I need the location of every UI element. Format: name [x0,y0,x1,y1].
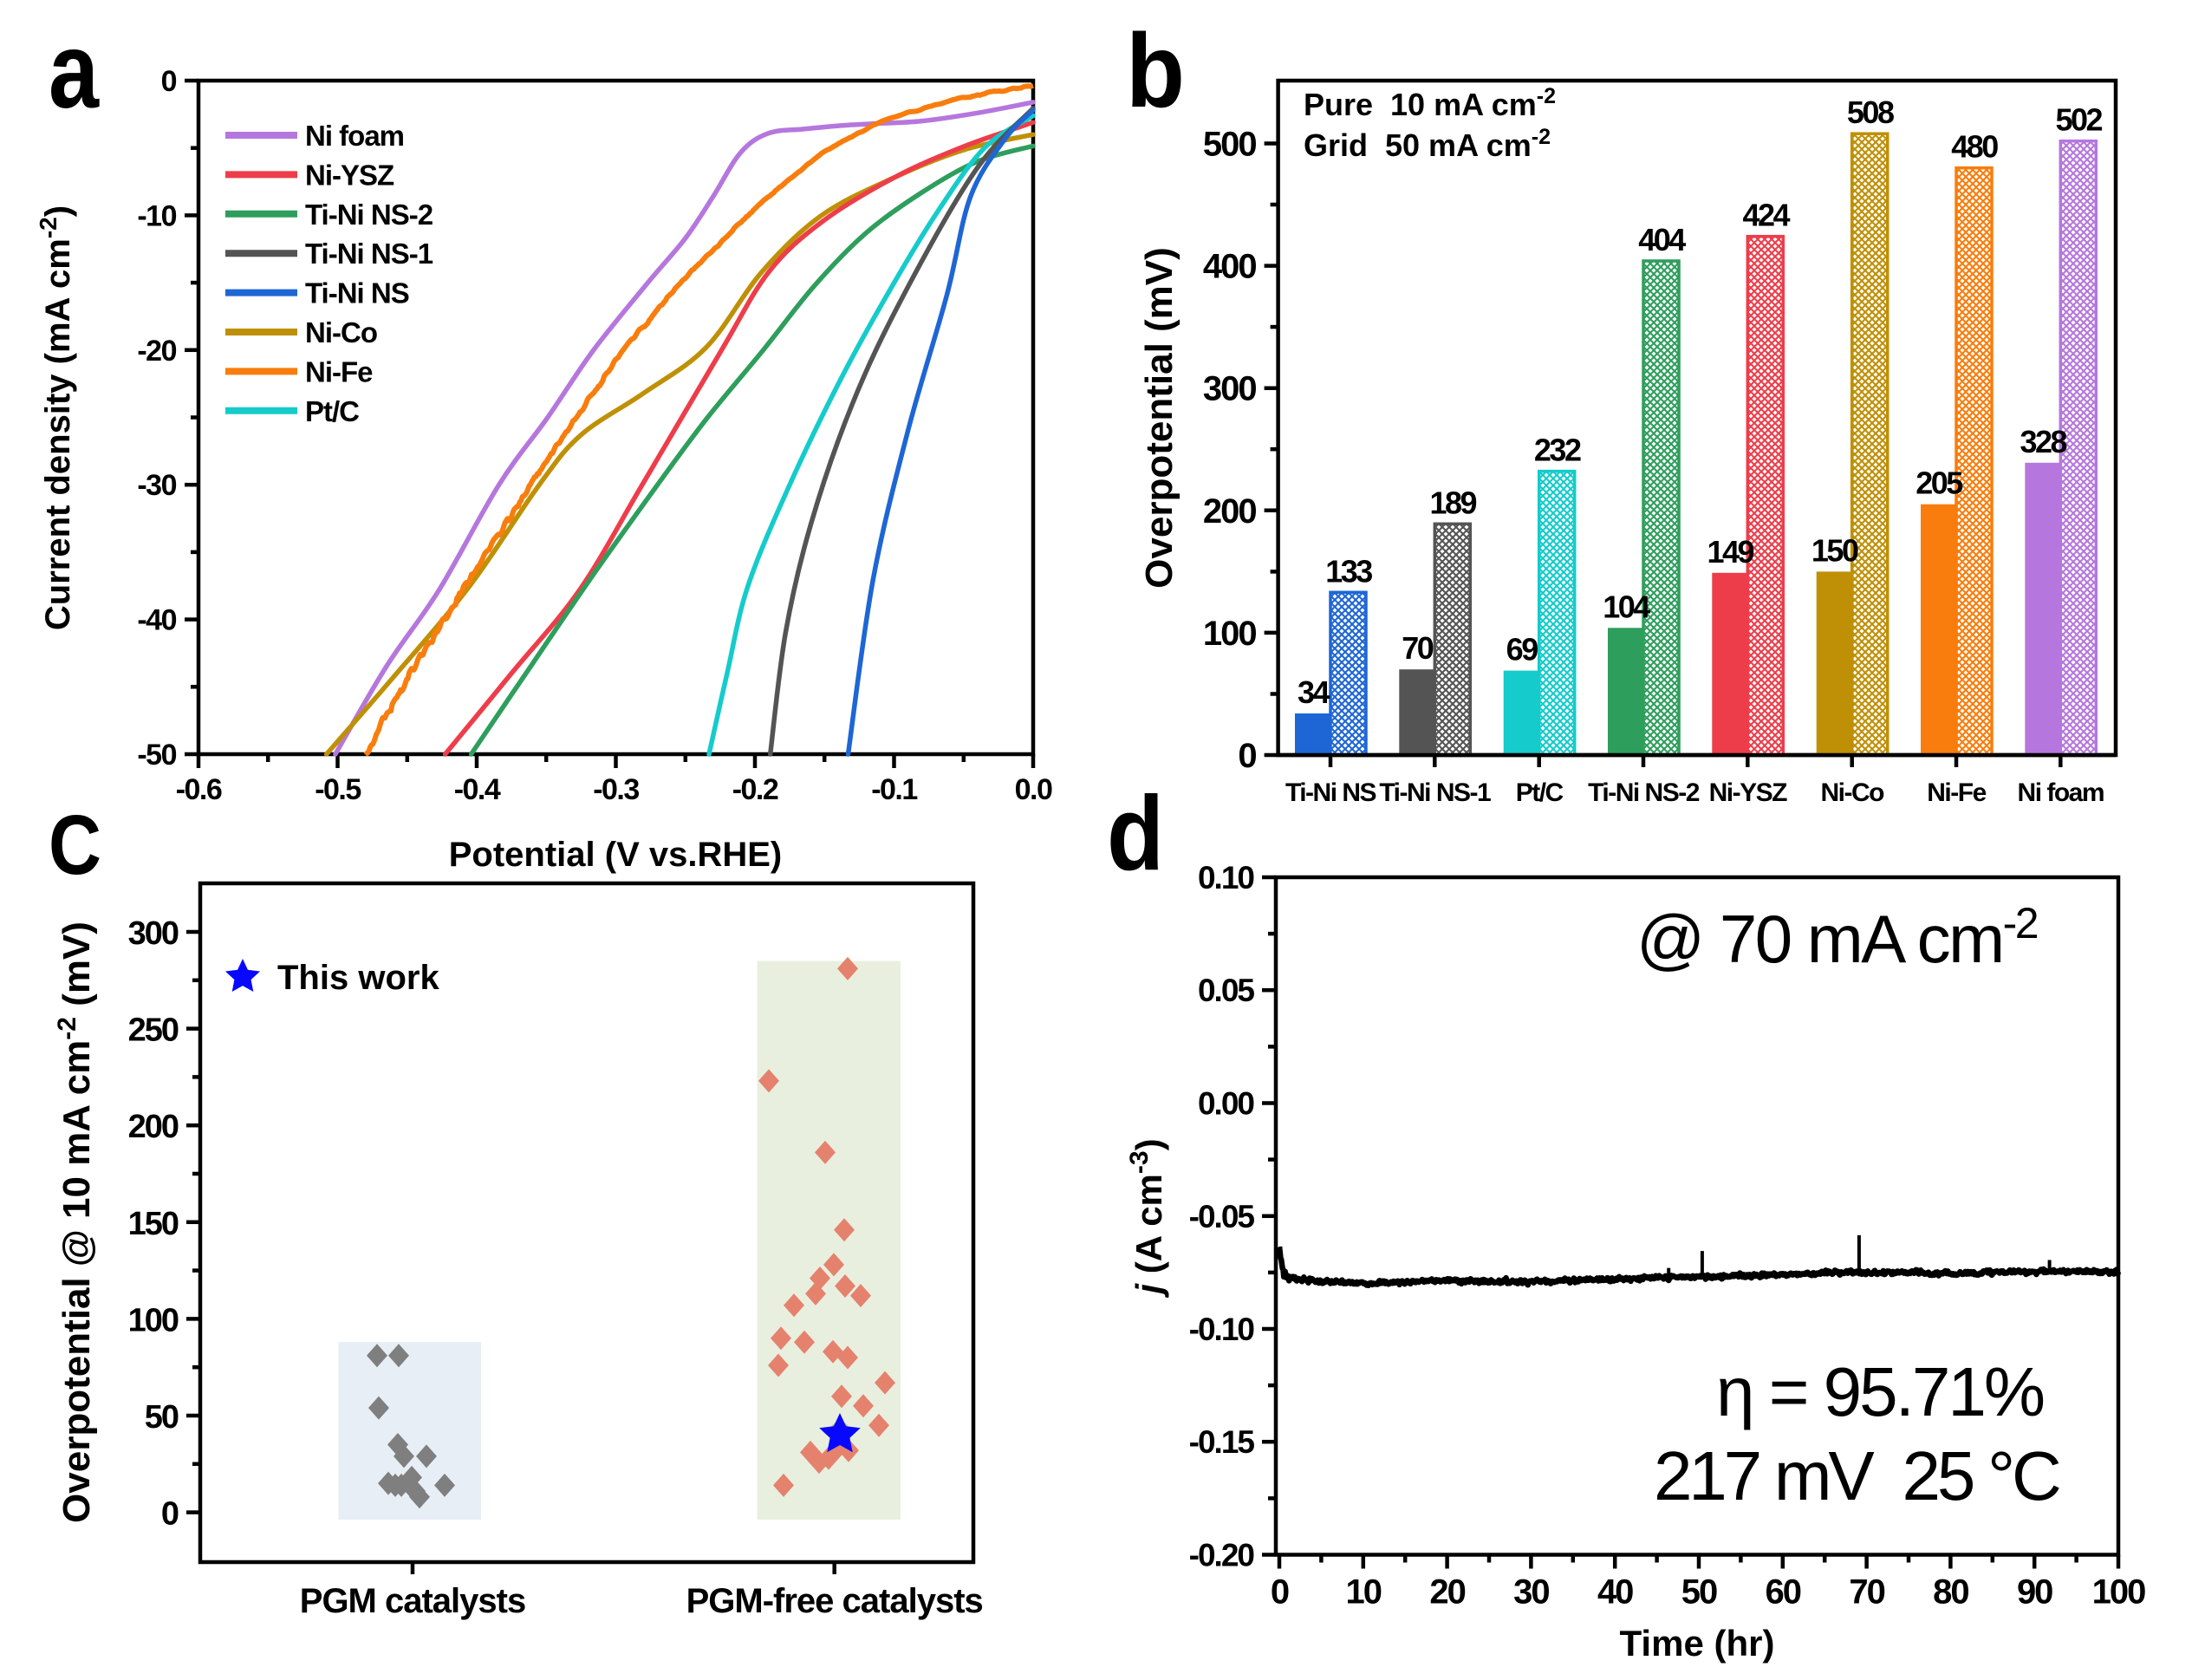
svg-text:@ 70 mA cm-2: @ 70 mA cm-2 [1636,899,2038,977]
svg-text:Current density (mA cm-2): Current density (mA cm-2) [35,205,78,630]
svg-text:70: 70 [1402,630,1434,666]
svg-text:-0.6: -0.6 [176,773,222,806]
svg-text:50: 50 [145,1399,179,1436]
svg-text:200: 200 [1203,492,1256,531]
svg-text:-30: -30 [137,469,176,502]
svg-text:0.00: 0.00 [1198,1086,1254,1122]
svg-text:Ni foam: Ni foam [305,120,404,152]
svg-text:10: 10 [1346,1573,1382,1612]
svg-text:Potential (V vs.RHE): Potential (V vs.RHE) [449,836,783,874]
svg-text:PGM catalysts: PGM catalysts [300,1582,525,1620]
svg-text:-40: -40 [137,604,176,637]
svg-text:Overpotential @ 10 mA cm-2 (mV: Overpotential @ 10 mA cm-2 (mV) [53,921,99,1523]
svg-text:150: 150 [128,1206,179,1242]
svg-text:0.0: 0.0 [1015,773,1052,806]
svg-text:-0.1: -0.1 [871,773,917,806]
svg-text:133: 133 [1325,553,1372,589]
svg-text:Ni-Fe: Ni-Fe [305,355,373,387]
svg-text:502: 502 [2056,102,2103,138]
svg-text:508: 508 [1847,94,1894,130]
svg-text:Time (hr): Time (hr) [1620,1623,1775,1664]
svg-text:70: 70 [1849,1573,1884,1612]
svg-text:d: d [1107,774,1164,892]
svg-text:-0.05: -0.05 [1189,1199,1255,1234]
svg-text:0: 0 [161,1496,179,1533]
svg-text:Ti-Ni NS-2: Ti-Ni NS-2 [1588,778,1700,807]
svg-text:205: 205 [1916,466,1963,501]
svg-text:Ti-Ni NS-1: Ti-Ni NS-1 [1379,778,1491,807]
svg-text:20: 20 [1429,1573,1465,1612]
svg-text:-0.2: -0.2 [732,773,778,806]
svg-text:-50: -50 [137,739,176,772]
svg-text:69: 69 [1506,632,1538,667]
svg-text:300: 300 [128,915,179,952]
svg-text:90: 90 [2017,1573,2052,1612]
svg-text:Pt/C: Pt/C [1516,778,1564,807]
svg-text:30: 30 [1513,1573,1549,1612]
svg-text:-0.3: -0.3 [593,773,639,806]
svg-text:a: a [49,11,100,131]
svg-text:149: 149 [1707,534,1754,570]
svg-text:100: 100 [2092,1573,2145,1612]
svg-text:50: 50 [1681,1573,1717,1612]
svg-text:Pt/C: Pt/C [305,395,359,427]
svg-text:Ni-Fe: Ni-Fe [1927,778,1986,807]
svg-text:150: 150 [1811,532,1858,568]
svg-text:424: 424 [1743,198,1791,233]
svg-text:0: 0 [1238,737,1256,775]
svg-text:Ti-Ni NS-2: Ti-Ni NS-2 [305,199,433,231]
svg-text:189: 189 [1430,485,1477,520]
svg-text:Ti-Ni NS: Ti-Ni NS [1285,778,1376,807]
svg-text:b: b [1126,11,1185,129]
svg-text:328: 328 [2020,424,2067,459]
svg-text:This work: This work [277,959,439,997]
svg-text:PGM-free catalysts: PGM-free catalysts [686,1582,983,1620]
svg-text:200: 200 [128,1109,179,1145]
svg-text:100: 100 [128,1302,179,1338]
svg-text:60: 60 [1766,1573,1801,1612]
svg-text:Grid 50 mA cm-2: Grid 50 mA cm-2 [1304,125,1551,163]
svg-text:-0.4: -0.4 [454,773,501,806]
svg-text:0.10: 0.10 [1198,860,1254,895]
svg-text:100: 100 [1203,615,1256,653]
svg-text:-20: -20 [137,335,176,368]
svg-text:300: 300 [1203,370,1256,408]
svg-text:40: 40 [1597,1573,1633,1612]
svg-text:404: 404 [1638,222,1686,257]
svg-text:Pure 10 mA cm-2: Pure 10 mA cm-2 [1304,84,1556,122]
svg-text:Ti-Ni NS: Ti-Ni NS [305,277,409,309]
svg-text:-0.15: -0.15 [1189,1424,1255,1460]
svg-text:400: 400 [1203,248,1256,286]
svg-text:-10: -10 [137,199,176,232]
svg-text:80: 80 [1933,1573,1968,1612]
svg-text:-0.20: -0.20 [1189,1538,1255,1573]
svg-text:Ni-YSZ: Ni-YSZ [1709,778,1788,807]
svg-text:0: 0 [161,65,177,98]
svg-text:480: 480 [1951,129,1998,165]
svg-text:34: 34 [1298,674,1330,710]
svg-text:500: 500 [1203,126,1256,164]
svg-text:η = 95.71%: η = 95.71% [1716,1353,2044,1430]
svg-text:Ni-Co: Ni-Co [305,316,377,348]
svg-text:232: 232 [1534,433,1581,468]
svg-text:Ti-Ni NS-1: Ti-Ni NS-1 [305,238,433,270]
svg-text:Ni-YSZ: Ni-YSZ [305,159,394,191]
svg-text:0: 0 [1271,1573,1289,1612]
svg-text:Overpotential (mV): Overpotential (mV) [1138,247,1181,589]
svg-text:-0.10: -0.10 [1189,1312,1255,1347]
svg-text:250: 250 [128,1013,179,1049]
svg-text:-0.5: -0.5 [315,773,361,806]
svg-text:0.05: 0.05 [1198,973,1254,1008]
svg-text:Ni foam: Ni foam [2018,778,2104,807]
svg-text:Ni-Co: Ni-Co [1820,778,1884,807]
svg-text:217 mV 25 °C: 217 mV 25 °C [1654,1437,2059,1514]
svg-text:C: C [49,798,101,892]
svg-text:104: 104 [1603,589,1650,624]
